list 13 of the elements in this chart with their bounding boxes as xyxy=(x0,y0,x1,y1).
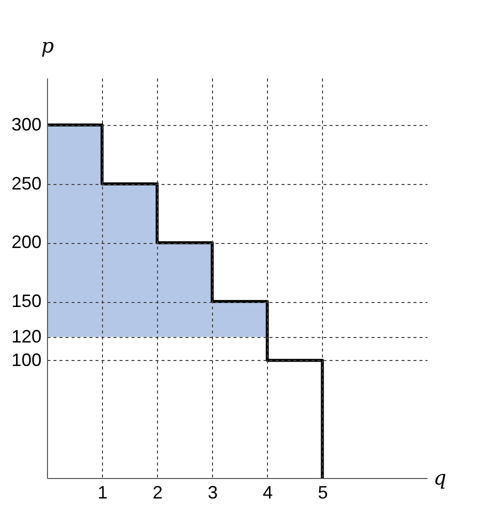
y-tick-label: 250 xyxy=(11,173,42,194)
x-tick-label: 2 xyxy=(152,482,163,502)
x-axis-title: q xyxy=(434,466,446,490)
y-tick-label: 300 xyxy=(11,114,42,135)
x-tick-label: 3 xyxy=(208,482,218,502)
x-tick-label: 5 xyxy=(318,482,328,502)
x-tick-label: 4 xyxy=(262,482,273,502)
y-tick-label: 200 xyxy=(11,232,42,252)
y-axis-title: p xyxy=(41,34,54,58)
y-tick-label: 100 xyxy=(11,350,42,370)
y-tick-label: 150 xyxy=(11,291,42,312)
y-tick-label: 120 xyxy=(11,326,42,346)
x-tick-label: 1 xyxy=(98,482,108,502)
